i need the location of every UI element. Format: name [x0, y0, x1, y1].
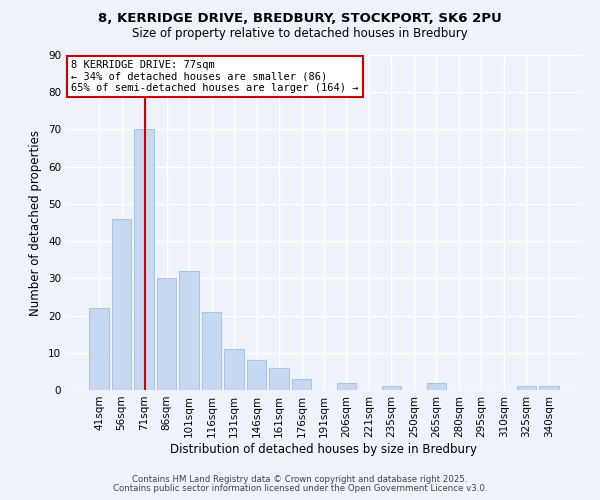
Bar	[202, 312, 221, 390]
Bar	[517, 386, 536, 390]
Bar	[539, 386, 559, 390]
Text: Contains HM Land Registry data © Crown copyright and database right 2025.: Contains HM Land Registry data © Crown c…	[132, 475, 468, 484]
Bar	[179, 271, 199, 390]
Text: 8 KERRIDGE DRIVE: 77sqm
← 34% of detached houses are smaller (86)
65% of semi-de: 8 KERRIDGE DRIVE: 77sqm ← 34% of detache…	[71, 60, 359, 93]
Text: Size of property relative to detached houses in Bredbury: Size of property relative to detached ho…	[132, 28, 468, 40]
X-axis label: Distribution of detached houses by size in Bredbury: Distribution of detached houses by size …	[170, 442, 478, 456]
Bar	[427, 382, 446, 390]
Bar	[382, 386, 401, 390]
Y-axis label: Number of detached properties: Number of detached properties	[29, 130, 43, 316]
Bar	[134, 130, 154, 390]
Bar	[89, 308, 109, 390]
Bar	[157, 278, 176, 390]
Bar	[112, 219, 131, 390]
Bar	[224, 349, 244, 390]
Text: Contains public sector information licensed under the Open Government Licence v3: Contains public sector information licen…	[113, 484, 487, 493]
Bar	[269, 368, 289, 390]
Bar	[337, 382, 356, 390]
Text: 8, KERRIDGE DRIVE, BREDBURY, STOCKPORT, SK6 2PU: 8, KERRIDGE DRIVE, BREDBURY, STOCKPORT, …	[98, 12, 502, 26]
Bar	[292, 379, 311, 390]
Bar	[247, 360, 266, 390]
